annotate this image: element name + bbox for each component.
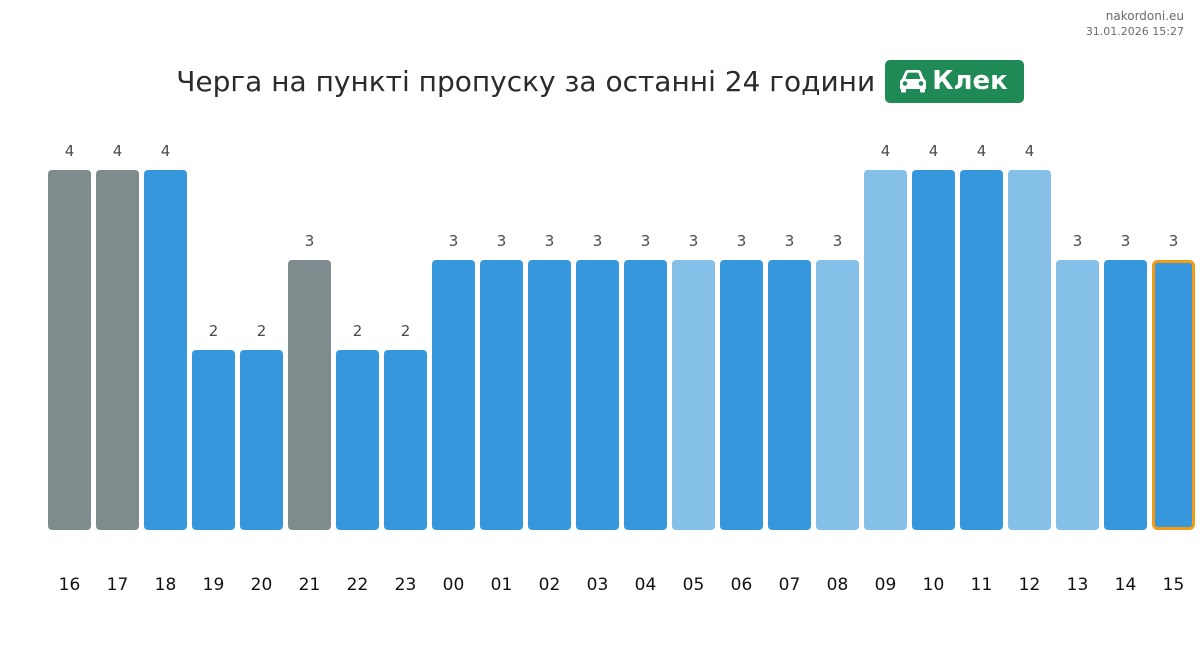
x-tick-label-07: 07 xyxy=(779,575,801,595)
value-labels-layer: 4 4 4 2 2 3 2 2 3 3 3 3 3 3 3 3 3 4 4 4 4 3 3 3 xyxy=(65,142,1179,340)
bar-09 xyxy=(864,170,907,530)
x-tick-label-23: 23 xyxy=(395,575,417,595)
bar-value-label-09: 4 xyxy=(881,142,891,160)
bar-20 xyxy=(240,350,283,530)
bar-value-label-16: 4 xyxy=(65,142,75,160)
bar-value-label-14: 3 xyxy=(1121,232,1131,250)
checkpoint-name: Клек xyxy=(932,66,1008,96)
bar-value-label-03: 3 xyxy=(593,232,603,250)
bar-07 xyxy=(768,260,811,530)
bar-value-label-00: 3 xyxy=(449,232,459,250)
bar-02 xyxy=(528,260,571,530)
bar-03 xyxy=(576,260,619,530)
checkpoint-badge: Клек xyxy=(885,59,1024,103)
bar-value-label-17: 4 xyxy=(113,142,123,160)
bar-value-label-04: 3 xyxy=(641,232,651,250)
x-tick-label-21: 21 xyxy=(299,575,321,595)
bars-layer xyxy=(48,170,1195,530)
bar-value-label-22: 2 xyxy=(353,322,363,340)
x-tick-label-06: 06 xyxy=(731,575,753,595)
x-tick-label-01: 01 xyxy=(491,575,513,595)
watermark: nakordoni.eu 31.01.2026 15:27 xyxy=(1086,9,1184,39)
bar-value-label-21: 3 xyxy=(305,232,315,250)
bar-value-label-23: 2 xyxy=(401,322,411,340)
x-tick-label-20: 20 xyxy=(251,575,273,595)
bar-23 xyxy=(384,350,427,530)
bar-13 xyxy=(1056,260,1099,530)
bar-19 xyxy=(192,350,235,530)
x-tick-label-18: 18 xyxy=(155,575,177,595)
x-tick-label-02: 02 xyxy=(539,575,561,595)
x-tick-label-10: 10 xyxy=(923,575,945,595)
x-tick-label-11: 11 xyxy=(971,575,993,595)
x-axis-ticks-layer: 16 17 18 19 20 21 22 23 00 01 02 03 04 05 06 07 08 09 10 11… xyxy=(59,575,1185,595)
bar-04 xyxy=(624,260,667,530)
x-tick-label-05: 05 xyxy=(683,575,705,595)
bar-value-label-07: 3 xyxy=(785,232,795,250)
x-tick-label-09: 09 xyxy=(875,575,897,595)
bar-18 xyxy=(144,170,187,530)
bar-17 xyxy=(96,170,139,530)
bar-14 xyxy=(1104,260,1147,530)
bar-value-label-05: 3 xyxy=(689,232,699,250)
bar-10 xyxy=(912,170,955,530)
bar-21 xyxy=(288,260,331,530)
chart-title: Черга на пункті пропуску за останні 24 г… xyxy=(176,64,876,98)
car-icon xyxy=(900,70,927,93)
bar-value-label-10: 4 xyxy=(929,142,939,160)
bar-08 xyxy=(816,260,859,530)
bar-12 xyxy=(1008,170,1051,530)
x-tick-label-08: 08 xyxy=(827,575,849,595)
chart-header: Черга на пункті пропуску за останні 24 г… xyxy=(0,59,1200,103)
bar-value-label-13: 3 xyxy=(1073,232,1083,250)
bar-11 xyxy=(960,170,1003,530)
bar-01 xyxy=(480,260,523,530)
x-tick-label-17: 17 xyxy=(107,575,129,595)
watermark-site: nakordoni.eu xyxy=(1105,9,1184,23)
x-tick-label-14: 14 xyxy=(1115,575,1137,595)
x-tick-label-04: 04 xyxy=(635,575,657,595)
bar-value-label-01: 3 xyxy=(497,232,507,250)
x-tick-label-13: 13 xyxy=(1067,575,1089,595)
bar-15 xyxy=(1152,260,1195,530)
x-tick-label-16: 16 xyxy=(59,575,81,595)
bar-value-label-11: 4 xyxy=(977,142,987,160)
bar-value-label-15: 3 xyxy=(1169,232,1179,250)
bar-value-label-19: 2 xyxy=(209,322,219,340)
x-tick-label-15: 15 xyxy=(1163,575,1185,595)
watermark-timestamp: 31.01.2026 15:27 xyxy=(1085,25,1184,38)
bar-value-label-18: 4 xyxy=(161,142,171,160)
bar-05 xyxy=(672,260,715,530)
bar-06 xyxy=(720,260,763,530)
bar-00 xyxy=(432,260,475,530)
x-tick-label-00: 00 xyxy=(443,575,465,595)
bar-value-label-12: 4 xyxy=(1025,142,1035,160)
bar-value-label-08: 3 xyxy=(833,232,843,250)
x-tick-label-03: 03 xyxy=(587,575,609,595)
bar-value-label-20: 2 xyxy=(257,322,267,340)
bar-value-label-02: 3 xyxy=(545,232,555,250)
x-tick-label-12: 12 xyxy=(1019,575,1041,595)
x-tick-label-22: 22 xyxy=(347,575,369,595)
bar-16 xyxy=(48,170,91,530)
bar-value-label-06: 3 xyxy=(737,232,747,250)
bar-22 xyxy=(336,350,379,530)
x-tick-label-19: 19 xyxy=(203,575,225,595)
